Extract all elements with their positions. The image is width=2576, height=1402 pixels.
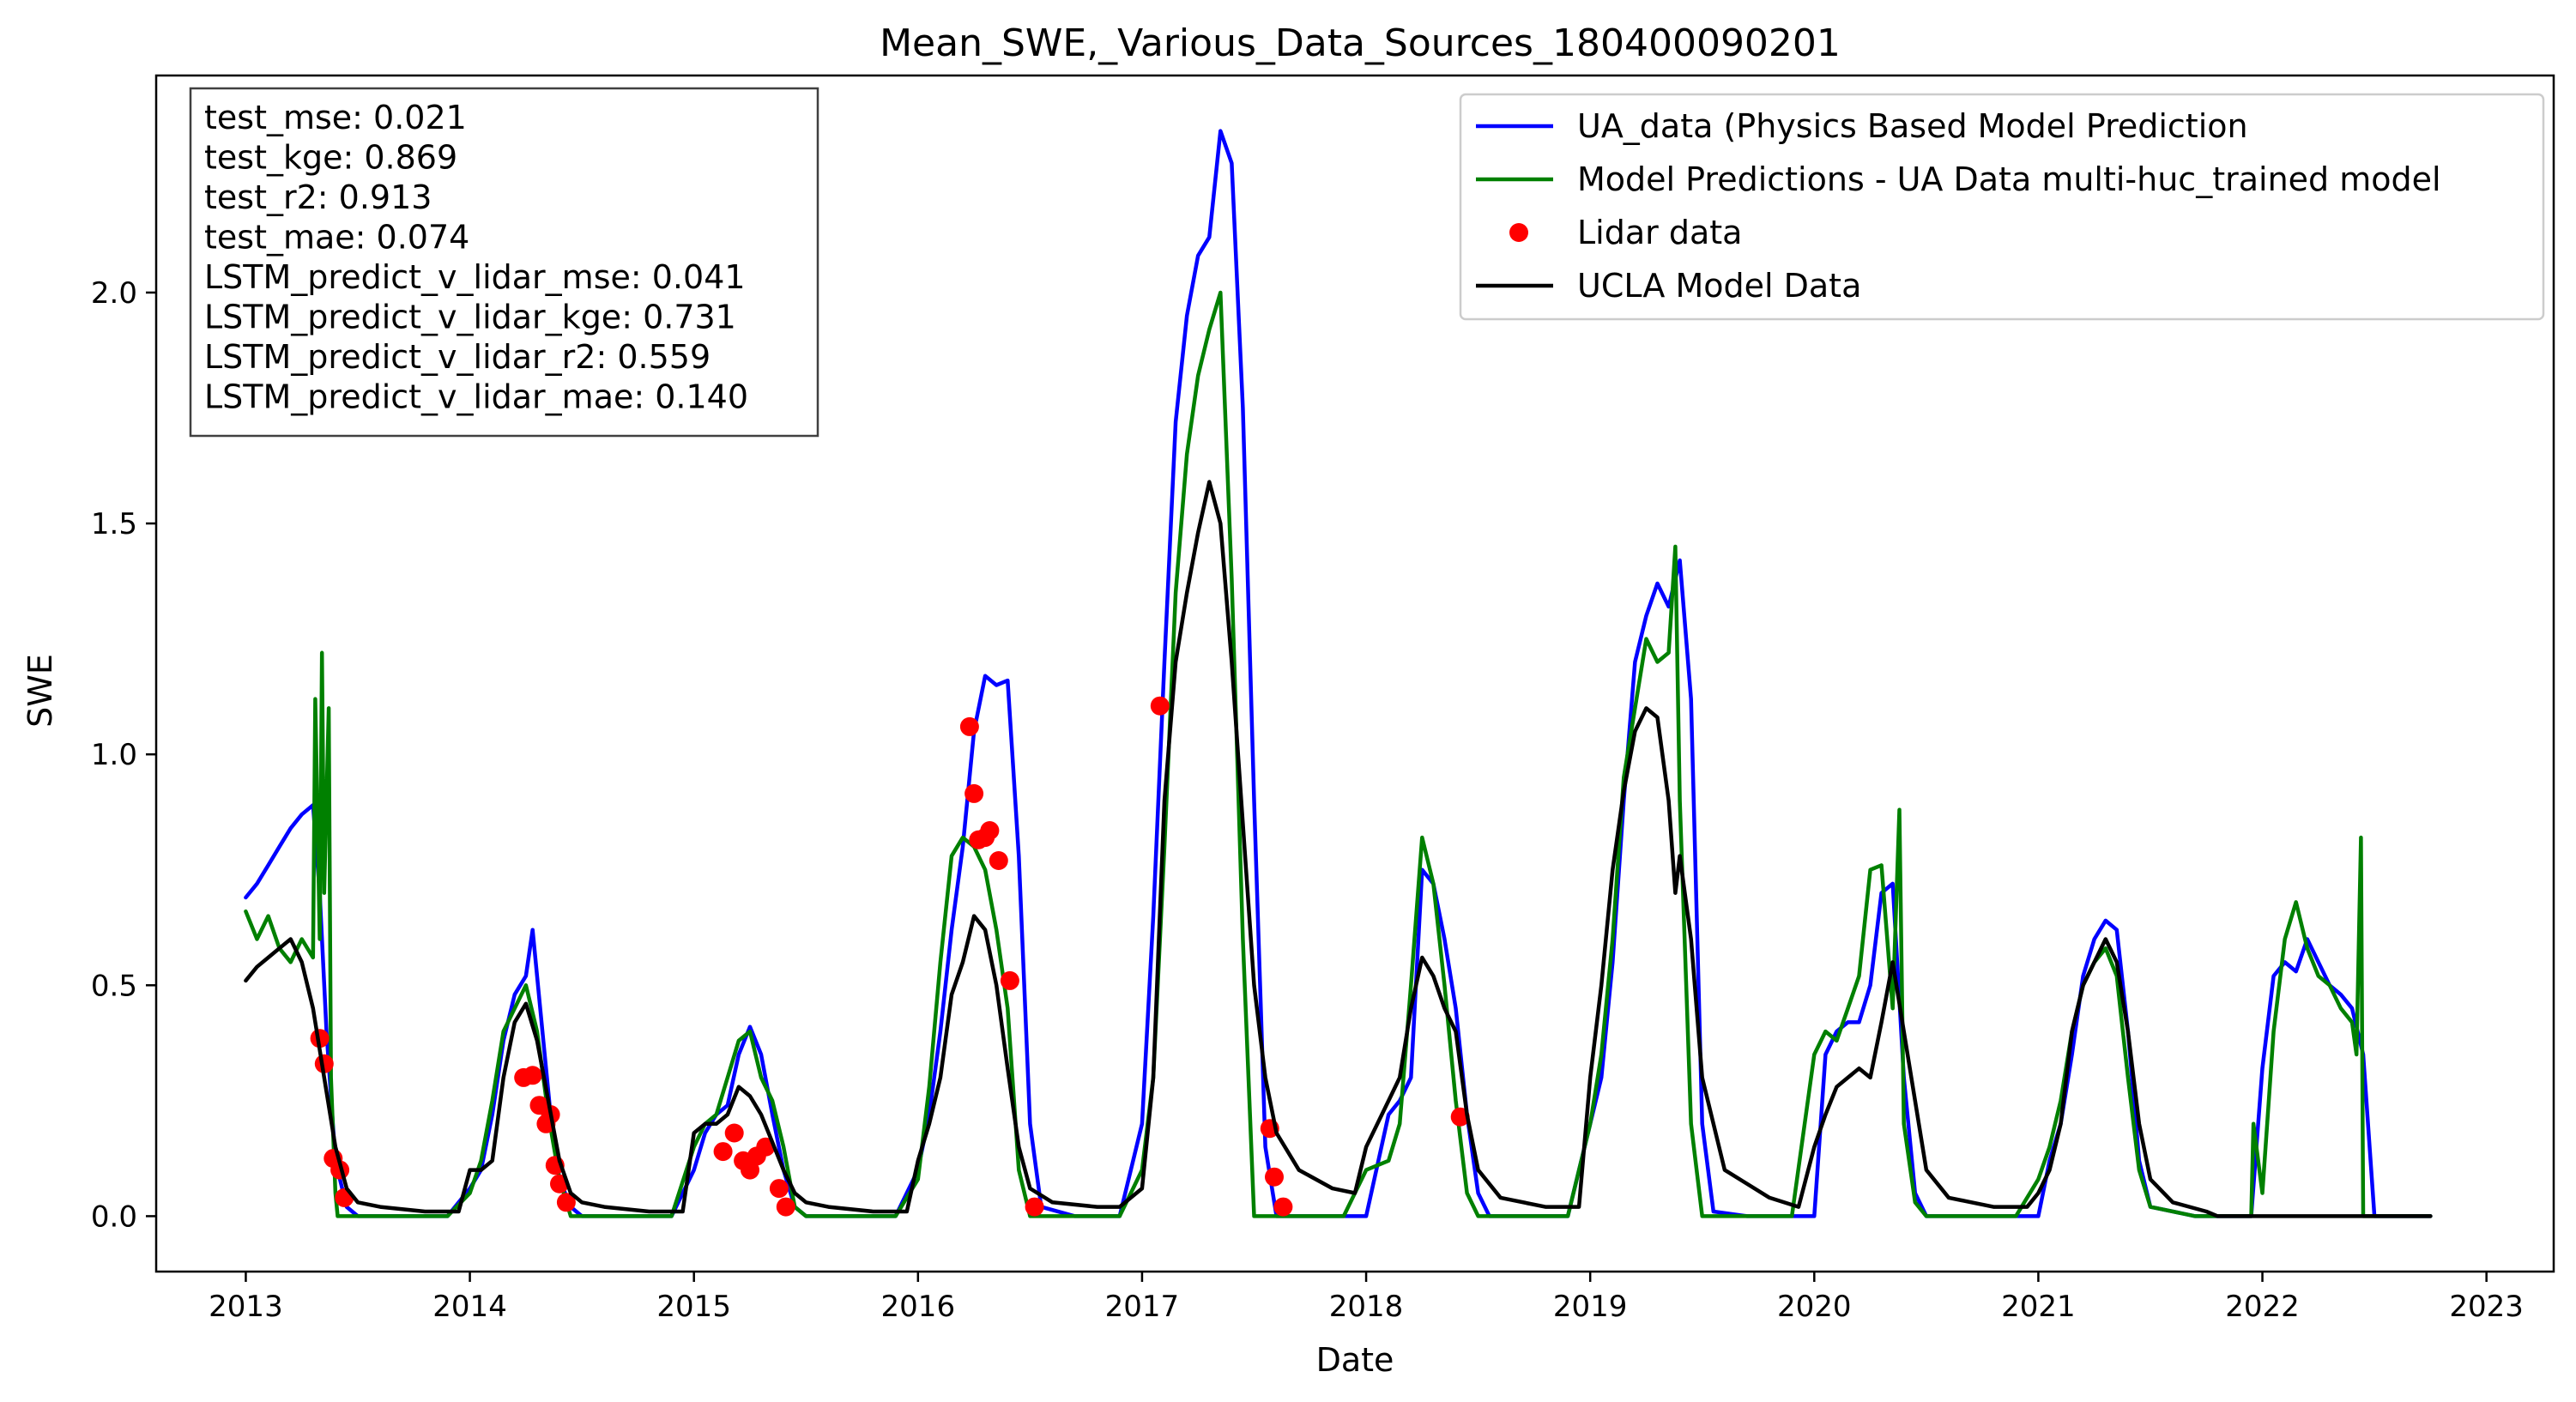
series-layer [244, 129, 2433, 1218]
plot-frame [154, 74, 2555, 1273]
legend-entries: UA_data (Physics Based Model Prediction M… [1476, 107, 2441, 305]
lidar-data-point [959, 716, 979, 736]
lidar-data-point [1025, 1197, 1044, 1217]
x-tick-label: 2019 [1553, 1290, 1628, 1324]
x-tick-label: 2016 [881, 1290, 956, 1324]
metric-line: LSTM_predict_v_lidar_r2: 0.559 [204, 338, 711, 376]
legend-label: UA_data (Physics Based Model Prediction [1577, 107, 2248, 145]
lidar-data-point [523, 1066, 542, 1085]
y-tick-label: 0.0 [91, 1200, 137, 1234]
legend-label: UCLA Model Data [1577, 267, 1861, 305]
metric-line: test_mae: 0.074 [204, 219, 469, 257]
x-tick-label: 2014 [432, 1290, 507, 1324]
legend: UA_data (Physics Based Model Prediction M… [1459, 93, 2545, 321]
x-tick-label: 2022 [2225, 1290, 2300, 1324]
x-tick-label: 2013 [209, 1290, 283, 1324]
lidar-data-point [1265, 1167, 1284, 1187]
legend-label: Lidar data [1577, 214, 1742, 251]
x-tick-label: 2017 [1105, 1290, 1180, 1324]
y-tick-label: 1.5 [91, 507, 137, 541]
legend-frame [1459, 93, 2545, 321]
metric-line: LSTM_predict_v_lidar_kge: 0.731 [204, 299, 736, 336]
x-tick-label: 2015 [656, 1290, 731, 1324]
y-axis-label: SWE [21, 654, 59, 728]
x-tick-label: 2020 [1777, 1290, 1852, 1324]
y-tick-label: 0.5 [91, 969, 137, 1003]
metric-line: LSTM_predict_v_lidar_mae: 0.140 [204, 378, 748, 416]
metric-line: test_kge: 0.869 [204, 139, 457, 177]
lidar-data-point [964, 783, 984, 803]
lidar-data-point [980, 821, 1000, 840]
chart-title: Mean_SWE,_Various_Data_Sources_180400090… [880, 21, 1841, 65]
y-tick-label: 1.0 [91, 738, 137, 772]
ucla-model-line [244, 480, 2433, 1218]
lidar-data-point [724, 1123, 744, 1143]
axes-layer: 2013 2014 2015 2016 2017 2018 2019 2020 2021 2022… [91, 276, 2524, 1324]
lidar-data-point [769, 1179, 789, 1199]
legend-label: Model Predictions - UA Data multi-huc_tr… [1577, 160, 2441, 198]
lidar-data-point [776, 1197, 795, 1217]
metric-line: LSTM_predict_v_lidar_mse: 0.041 [204, 258, 746, 296]
x-tick-label: 2021 [2001, 1290, 2076, 1324]
legend-marker [1509, 223, 1528, 242]
lidar-data-point [556, 1193, 576, 1212]
lidar-data-point [1273, 1197, 1293, 1217]
lidar-data-point [1000, 970, 1019, 990]
lidar-data-point [1150, 696, 1170, 716]
x-tick-label: 2018 [1329, 1290, 1404, 1324]
y-tick-label: 2.0 [91, 276, 137, 311]
metrics-box-frame [189, 87, 819, 438]
metric-line: test_r2: 0.913 [204, 178, 432, 216]
metric-line: test_mse: 0.021 [204, 99, 467, 136]
x-axis-label: Date [1316, 1341, 1394, 1379]
x-tick-label: 2023 [2449, 1290, 2524, 1324]
lidar-data-point [989, 851, 1008, 870]
lidar-data-point [713, 1142, 733, 1162]
